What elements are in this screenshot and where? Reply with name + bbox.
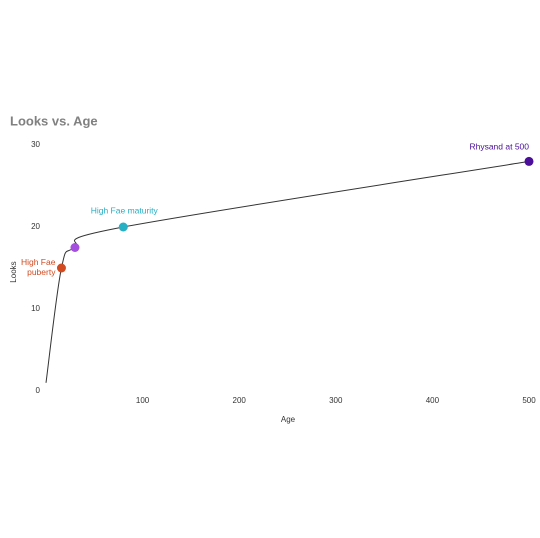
x-tick-label: 400 [426, 396, 440, 405]
point [524, 156, 534, 166]
y-tick-label: 10 [31, 304, 40, 313]
point [118, 222, 128, 232]
x-tick-label: 500 [522, 396, 536, 405]
annotation: High Fae maturity [91, 205, 159, 215]
annotation-line: puberty [27, 267, 56, 277]
x-tick-label: 300 [329, 396, 343, 405]
y-axis-label: Looks [9, 261, 18, 282]
annotation-line: High Fae [21, 257, 56, 267]
x-tick-label: 100 [136, 396, 150, 405]
y-tick-label: 0 [36, 386, 41, 395]
chart-title: Looks vs. Age [10, 113, 98, 128]
y-tick-label: 20 [31, 222, 40, 231]
annotation: Rhysand at 500 [469, 142, 529, 152]
point [56, 263, 66, 273]
line [45, 160, 530, 383]
point [70, 243, 80, 252]
annotation: High Fae puberty [21, 257, 56, 277]
x-axis-label: Age [281, 415, 296, 424]
y-tick-label: 30 [31, 140, 40, 149]
x-tick-label: 200 [233, 396, 247, 405]
